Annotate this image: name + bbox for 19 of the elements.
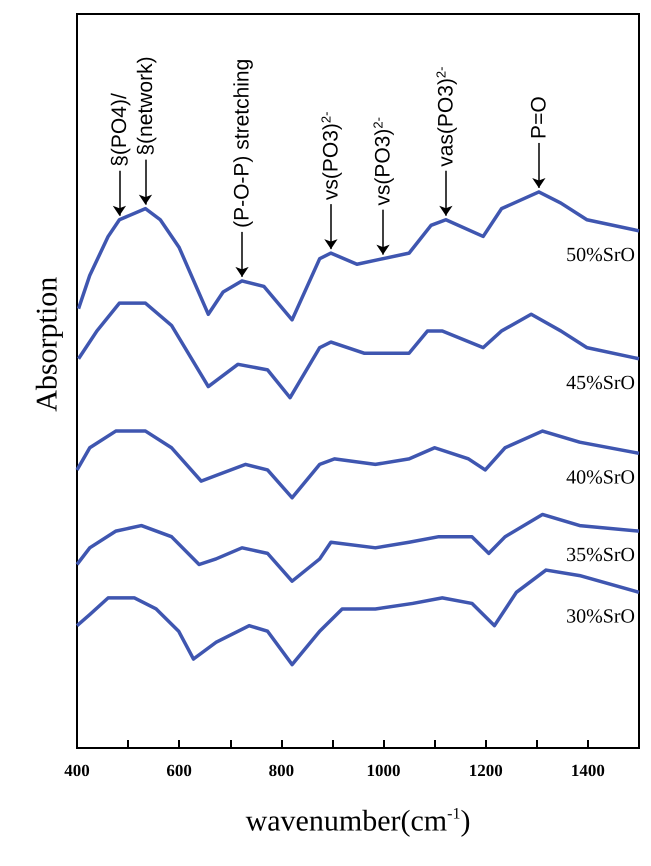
series-label: 50%SrO: [566, 244, 635, 266]
annotation: vas(PO3)2-: [433, 66, 458, 167]
series-label: 40%SrO: [566, 466, 635, 488]
annotation: (P-O-P) stretching: [230, 58, 254, 228]
x-tick-label: 1000: [366, 761, 401, 780]
annotation: §(network): [134, 56, 157, 156]
series-label: 30%SrO: [566, 605, 635, 628]
annotation: vs(PO3)2-: [318, 112, 342, 200]
series-label: 35%SrO: [566, 544, 635, 566]
x-tick-label: 400: [64, 761, 90, 780]
x-tick-label: 600: [166, 761, 192, 780]
annotation: §(PO4)/: [108, 93, 131, 167]
annotation: P=O: [527, 96, 550, 139]
x-tick-label: 1200: [468, 761, 503, 780]
annotation: vs(PO3)2-: [370, 117, 395, 206]
x-tick-label: 1400: [570, 761, 605, 780]
y-axis-title: Absorption: [30, 276, 64, 412]
x-tick-label: 800: [268, 761, 294, 780]
series-label: 45%SrO: [566, 372, 635, 394]
